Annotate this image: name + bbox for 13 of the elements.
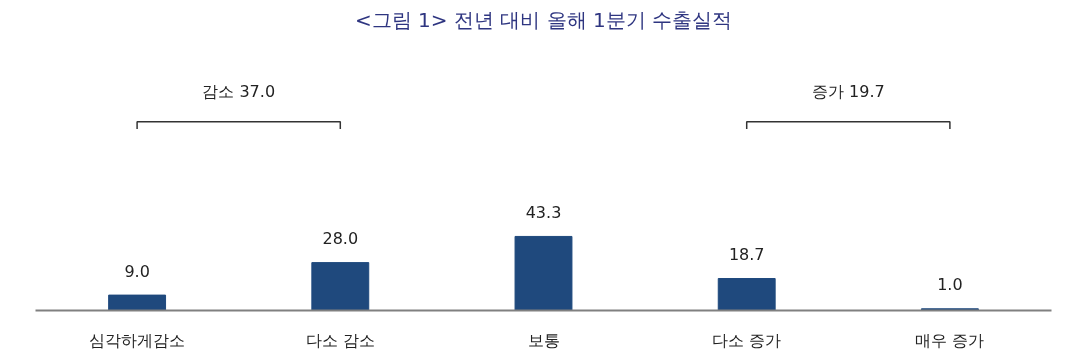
data-label: 9.0 xyxy=(124,261,150,281)
data-label: 28.0 xyxy=(322,229,359,249)
x-tick-label: 심각하게감소 xyxy=(89,330,186,350)
data-label: 18.7 xyxy=(728,245,765,264)
data-label: 43.3 xyxy=(525,202,562,222)
data-label: 1.0 xyxy=(937,275,963,295)
x-tick-label: 매우 증가 xyxy=(915,330,985,350)
text: 감소 37.0 xyxy=(202,81,276,101)
x-tick-label: 다소 감소 xyxy=(305,330,375,350)
x-tick-label: 다소 증가 xyxy=(712,330,782,350)
text: 증가 19.7 xyxy=(811,81,885,101)
chart-title: <그림 1> 전년 대비 올해 1분기 수출실적 xyxy=(354,7,733,32)
x-tick-label: 보통 xyxy=(527,330,560,350)
